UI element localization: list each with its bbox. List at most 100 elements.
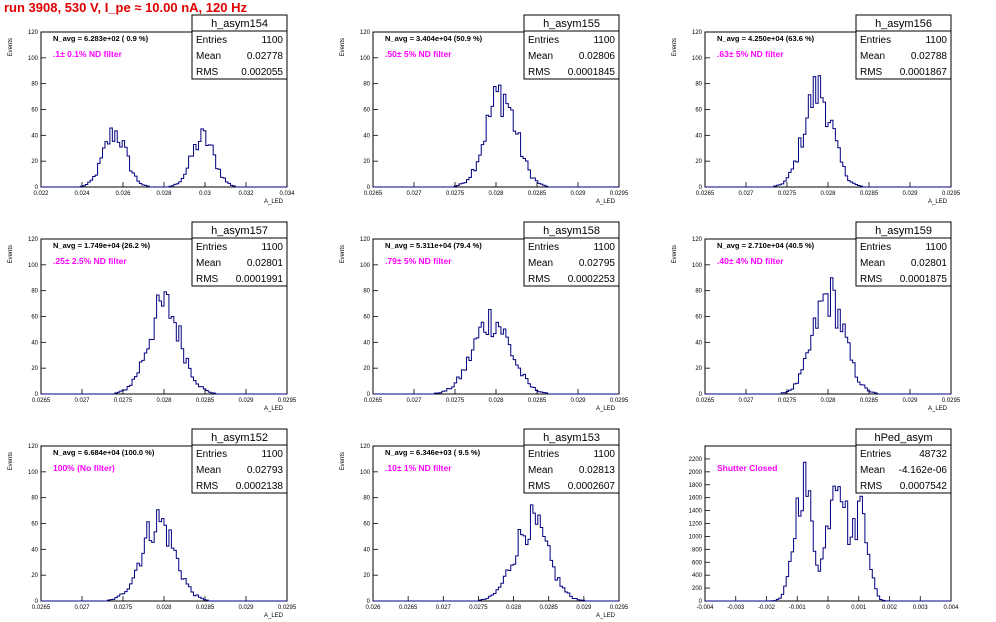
navg-text: N_avg = 6.283e+02 ( 0.9 %) xyxy=(53,34,149,43)
stats-key: Entries xyxy=(860,449,891,460)
filter-label: .10± 1% ND filter xyxy=(385,463,452,473)
x-tick-label: -0.001 xyxy=(789,605,807,611)
stats-box xyxy=(855,428,952,494)
x-tick-label: 0.0285 xyxy=(540,605,559,611)
x-tick-label: 0.028 xyxy=(156,191,172,197)
x-tick-label: 0.0285 xyxy=(528,191,547,197)
stats-box xyxy=(855,221,952,287)
x-tick-label: 0.027 xyxy=(74,605,90,611)
histogram-line xyxy=(41,127,287,188)
stats-value: 1100 xyxy=(593,35,615,46)
stats-key: Mean xyxy=(528,258,553,269)
y-tick-label: 40 xyxy=(31,340,38,346)
x-tick-label: -0.003 xyxy=(727,605,745,611)
y-tick-label: 120 xyxy=(360,30,371,36)
x-tick-label: 0.0285 xyxy=(196,398,215,404)
x-tick-label: 0.0265 xyxy=(32,605,51,611)
x-tick-label: 0.028 xyxy=(156,605,172,611)
y-tick-label: 200 xyxy=(692,586,703,592)
stats-key: RMS xyxy=(860,67,883,78)
stats-value: 1100 xyxy=(925,242,947,253)
navg-text: N_avg = 5.311e+04 (79.4 %) xyxy=(385,241,482,250)
histogram-panel-h_asym152: 0 20 40 60 80 100 120 0.0265 0.027 0.0275 0.028 0.0… xyxy=(8,428,297,619)
x-tick-label: 0.0275 xyxy=(469,605,488,611)
stats-value: 1100 xyxy=(593,449,615,460)
stats-key: Mean xyxy=(860,258,885,269)
x-tick-label: 0.028 xyxy=(488,398,504,404)
x-tick-label: 0.0265 xyxy=(364,191,383,197)
x-tick-label: 0.026 xyxy=(115,191,131,197)
histogram-panel-h_asym153: 0 20 40 60 80 100 120 0.026 0.0265 0.027 0.0275 0.0… xyxy=(340,428,629,619)
y-axis-label: Events xyxy=(8,38,14,56)
x-tick-label: 0.001 xyxy=(851,605,867,611)
stats-key: RMS xyxy=(196,67,219,78)
stats-value: 0.0001875 xyxy=(900,274,948,285)
stats-value: 0.02801 xyxy=(247,258,284,269)
y-tick-label: 20 xyxy=(31,573,38,579)
x-tick-label: 0.026 xyxy=(365,605,381,611)
x-tick-label: 0.027 xyxy=(406,398,422,404)
stats-box xyxy=(523,221,620,287)
x-axis-label: A_LED xyxy=(264,199,284,205)
stats-key: Mean xyxy=(196,51,221,62)
y-tick-label: 40 xyxy=(363,340,370,346)
x-tick-label: 0.029 xyxy=(570,398,586,404)
filter-label: .25± 2.5% ND filter xyxy=(53,256,127,266)
x-tick-label: 0.029 xyxy=(238,605,254,611)
navg-text: N_avg = 6.346e+03 ( 9.5 %) xyxy=(385,448,481,457)
x-tick-label: 0.0295 xyxy=(942,191,961,197)
y-tick-label: 0 xyxy=(367,185,371,191)
filter-label: .79± 5% ND filter xyxy=(385,256,452,266)
stats-key: Entries xyxy=(196,35,227,46)
stats-key: Entries xyxy=(860,35,891,46)
y-tick-label: 1600 xyxy=(689,496,703,502)
x-axis-label: A_LED xyxy=(928,406,948,412)
stats-value: 0.0001845 xyxy=(568,67,616,78)
stats-value: 0.02795 xyxy=(579,258,616,269)
y-tick-label: 40 xyxy=(31,547,38,553)
navg-text: N_avg = 2.710e+04 (40.5 %) xyxy=(717,241,815,250)
y-tick-label: 60 xyxy=(363,522,370,528)
x-tick-label: 0.027 xyxy=(436,605,452,611)
y-tick-label: 20 xyxy=(363,366,370,372)
y-tick-label: 40 xyxy=(31,133,38,139)
histogram-panel-h_asym159: 0 20 40 60 80 100 120 0.0265 0.027 0.0275 0.028 0.0… xyxy=(672,221,961,412)
x-tick-label: 0.0295 xyxy=(610,605,629,611)
y-tick-label: 100 xyxy=(360,263,371,269)
x-tick-label: 0.028 xyxy=(820,191,836,197)
stats-key: Mean xyxy=(528,51,553,62)
x-tick-label: 0.028 xyxy=(156,398,172,404)
y-tick-label: 60 xyxy=(695,315,702,321)
stats-title: h_asym155 xyxy=(543,18,600,30)
y-tick-label: 80 xyxy=(31,82,38,88)
stats-value: 0.0002607 xyxy=(568,481,616,492)
y-tick-label: 400 xyxy=(692,573,703,579)
stats-box xyxy=(523,14,620,80)
y-tick-label: 120 xyxy=(360,444,371,450)
y-tick-label: 0 xyxy=(367,392,371,398)
filter-label: .1± 0.1% ND filter xyxy=(53,49,123,59)
stats-title: hPed_asym xyxy=(874,432,932,444)
stats-key: RMS xyxy=(528,481,551,492)
y-tick-label: 120 xyxy=(28,30,39,36)
histogram-line xyxy=(41,509,287,602)
y-tick-label: 20 xyxy=(363,573,370,579)
stats-box xyxy=(523,428,620,494)
x-tick-label: 0.0265 xyxy=(32,398,51,404)
x-axis-label: A_LED xyxy=(596,406,616,412)
y-tick-label: 80 xyxy=(363,289,370,295)
histogram-panel-h_asym155: 0 20 40 60 80 100 120 0.0265 0.027 0.0275 0.028 0.0… xyxy=(340,14,629,205)
x-tick-label: -0.004 xyxy=(696,605,714,611)
y-tick-label: 20 xyxy=(695,159,702,165)
stats-title: h_asym156 xyxy=(875,18,932,30)
y-tick-label: 60 xyxy=(31,108,38,114)
x-tick-label: 0.028 xyxy=(506,605,522,611)
stats-value: 0.02813 xyxy=(579,465,616,476)
filter-label: .63± 5% ND filter xyxy=(717,49,784,59)
y-tick-label: 100 xyxy=(692,263,703,269)
histogram-panel-h_asym157: 0 20 40 60 80 100 120 0.0265 0.027 0.0275 0.028 0.0… xyxy=(8,221,297,412)
stats-value: 1100 xyxy=(925,35,947,46)
stats-key: Mean xyxy=(196,465,221,476)
histogram-panel-h_asym154: 0 20 40 60 80 100 120 0.022 0.024 0.026 0.028 0.03 0… xyxy=(8,14,295,205)
stats-key: RMS xyxy=(196,274,219,285)
